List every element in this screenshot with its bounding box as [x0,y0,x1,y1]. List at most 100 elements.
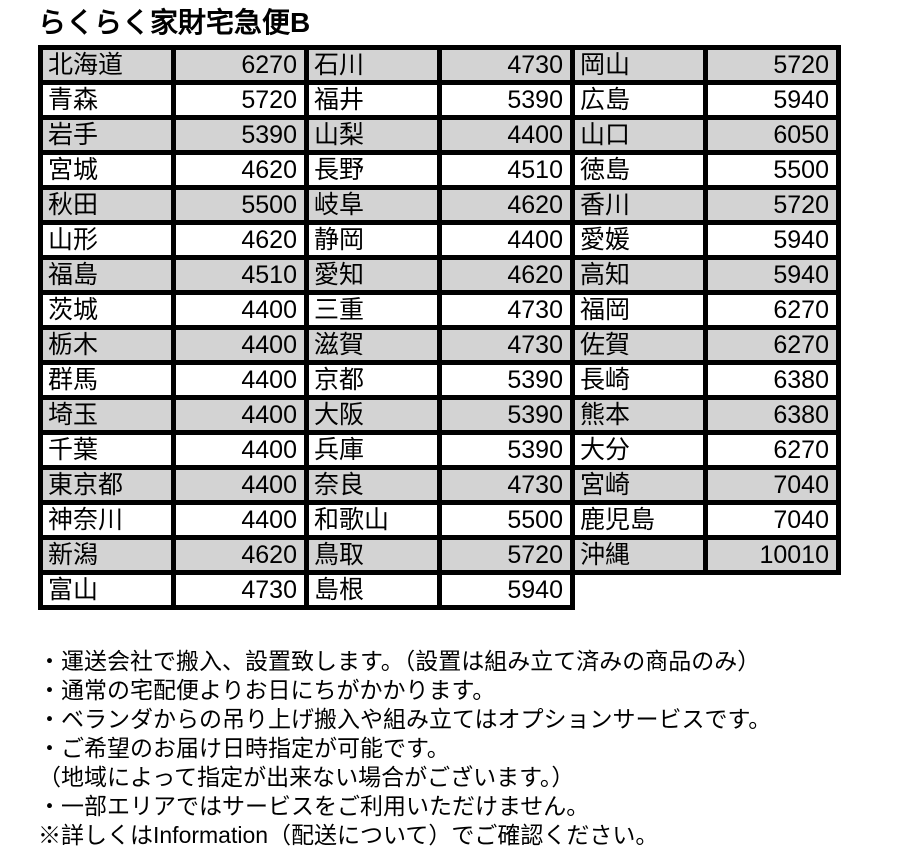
price-cell: 6270 [703,430,841,470]
prefecture-cell: 東京都 [38,465,176,505]
price-cell: 5390 [437,360,575,400]
price-cell: 5940 [703,255,841,295]
price-row: 青森 5720 福井 5390 広島 5940 [38,80,841,120]
price-row: 埼玉 4400 大阪 5390 熊本 6380 [38,395,841,435]
price-cell: 5390 [171,115,309,155]
price-cell: 4620 [437,255,575,295]
prefecture-cell: 福井 [304,80,442,120]
price-cell: 5500 [437,500,575,540]
prefecture-cell: 新潟 [38,535,176,575]
prefecture-cell: 沖縄 [570,535,708,575]
price-cell: 4510 [437,150,575,190]
prefecture-cell: 愛媛 [570,220,708,260]
prefecture-cell: 愛知 [304,255,442,295]
price-cell: 4400 [171,360,309,400]
prefecture-cell: 山形 [38,220,176,260]
price-cell: 4400 [171,395,309,435]
price-cell: 5940 [703,80,841,120]
price-cell: 5940 [703,220,841,260]
empty-cell [572,572,839,608]
price-cell: 6050 [703,115,841,155]
prefecture-cell: 大分 [570,430,708,470]
price-cell: 4400 [171,430,309,470]
price-cell: 5720 [437,535,575,575]
prefecture-cell: 広島 [570,80,708,120]
price-cell: 10010 [703,535,841,575]
prefecture-cell: 徳島 [570,150,708,190]
prefecture-cell: 福島 [38,255,176,295]
price-cell: 4730 [437,465,575,505]
prefecture-cell: 静岡 [304,220,442,260]
prefecture-cell: 和歌山 [304,500,442,540]
page-title: らくらく家財宅急便B [38,7,311,38]
price-row: 山形 4620 静岡 4400 愛媛 5940 [38,220,841,260]
price-row: 新潟 4620 鳥取 5720 沖縄 10010 [38,535,841,575]
price-cell: 4400 [171,465,309,505]
price-row: 北海道 6270 石川 4730 岡山 5720 [38,45,841,85]
note-line: ※詳しくはInformation（配送について）でご確認ください。 [38,822,659,848]
price-row: 富山 4730 島根 5940 [38,570,839,610]
prefecture-cell: 長野 [304,150,442,190]
price-row: 茨城 4400 三重 4730 福岡 6270 [38,290,841,330]
prefecture-cell: 山梨 [304,115,442,155]
price-cell: 4730 [437,45,575,85]
price-cell: 5940 [437,570,575,610]
price-cell: 6270 [703,325,841,365]
price-cell: 4400 [171,290,309,330]
prefecture-cell: 鳥取 [304,535,442,575]
prefecture-cell: 岡山 [570,45,708,85]
prefecture-cell: 石川 [304,45,442,85]
prefecture-cell: 宮崎 [570,465,708,505]
prefecture-cell: 長崎 [570,360,708,400]
prefecture-cell: 青森 [38,80,176,120]
prefecture-cell: 埼玉 [38,395,176,435]
price-cell: 7040 [703,465,841,505]
price-table-body: 北海道 6270 石川 4730 岡山 5720 青森 5720 福井 5390 広島 5940 岩手 5… [38,45,841,610]
price-row: 栃木 4400 滋賀 4730 佐賀 6270 [38,325,841,365]
price-cell: 5500 [703,150,841,190]
prefecture-cell: 香川 [570,185,708,225]
price-cell: 4400 [437,220,575,260]
prefecture-cell: 京都 [304,360,442,400]
prefecture-cell: 神奈川 [38,500,176,540]
price-cell: 4620 [171,535,309,575]
price-cell: 5390 [437,80,575,120]
prefecture-cell: 大阪 [304,395,442,435]
prefecture-cell: 兵庫 [304,430,442,470]
prefecture-cell: 岩手 [38,115,176,155]
price-row: 東京都 4400 奈良 4730 宮崎 7040 [38,465,841,505]
prefecture-cell: 秋田 [38,185,176,225]
note-line: ・ベランダからの吊り上げ搬入や組み立てはオプションサービスです。 [38,706,772,732]
price-cell: 4620 [171,220,309,260]
price-cell: 7040 [703,500,841,540]
prefecture-cell: 宮城 [38,150,176,190]
price-row: 千葉 4400 兵庫 5390 大分 6270 [38,430,841,470]
prefecture-cell: 山口 [570,115,708,155]
price-row: 神奈川 4400 和歌山 5500 鹿児島 7040 [38,500,841,540]
prefecture-cell: 佐賀 [570,325,708,365]
prefecture-cell: 福岡 [570,290,708,330]
price-cell: 4400 [437,115,575,155]
note-line: ・一部エリアではサービスをご利用いただけません。 [38,793,590,819]
price-row: 宮城 4620 長野 4510 徳島 5500 [38,150,841,190]
prefecture-cell: 熊本 [570,395,708,435]
prefecture-cell: 奈良 [304,465,442,505]
price-cell: 4620 [171,150,309,190]
price-cell: 6380 [703,360,841,400]
price-cell: 6270 [703,290,841,330]
prefecture-cell: 岐阜 [304,185,442,225]
prefecture-cell: 北海道 [38,45,176,85]
price-cell: 4730 [437,290,575,330]
note-line: ・運送会社で搬入、設置致します。（設置は組み立て済みの商品のみ） [38,648,761,674]
price-cell: 4400 [171,500,309,540]
notes: ・運送会社で搬入、設置致します。（設置は組み立て済みの商品のみ） ・通常の宅配便よ… [38,647,900,850]
price-cell: 5390 [437,430,575,470]
prefecture-cell: 千葉 [38,430,176,470]
prefecture-cell: 島根 [304,570,442,610]
note-line: ・通常の宅配便よりお日にちがかかります。 [38,677,496,703]
price-row: 秋田 5500 岐阜 4620 香川 5720 [38,185,841,225]
note-line: （地域によって指定が出来ない場合がございます。） [38,764,575,790]
price-row: 群馬 4400 京都 5390 長崎 6380 [38,360,841,400]
prefecture-cell: 栃木 [38,325,176,365]
